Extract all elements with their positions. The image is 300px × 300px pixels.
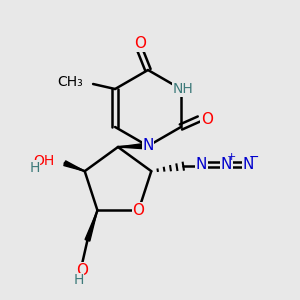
Text: +: + [226,152,236,162]
Text: OH: OH [34,154,55,168]
Text: O: O [201,112,213,127]
Text: NH: NH [172,82,193,96]
Text: N: N [142,139,154,154]
Text: O: O [133,203,145,218]
Text: O: O [134,37,146,52]
Text: −: − [249,151,260,164]
Text: N: N [243,157,254,172]
Text: H: H [73,273,84,287]
Text: N: N [220,157,232,172]
Polygon shape [118,143,148,149]
Text: CH₃: CH₃ [57,75,83,89]
Text: N: N [196,157,207,172]
Text: H: H [29,161,40,175]
Text: O: O [76,263,88,278]
Polygon shape [64,161,85,171]
Polygon shape [85,210,98,241]
